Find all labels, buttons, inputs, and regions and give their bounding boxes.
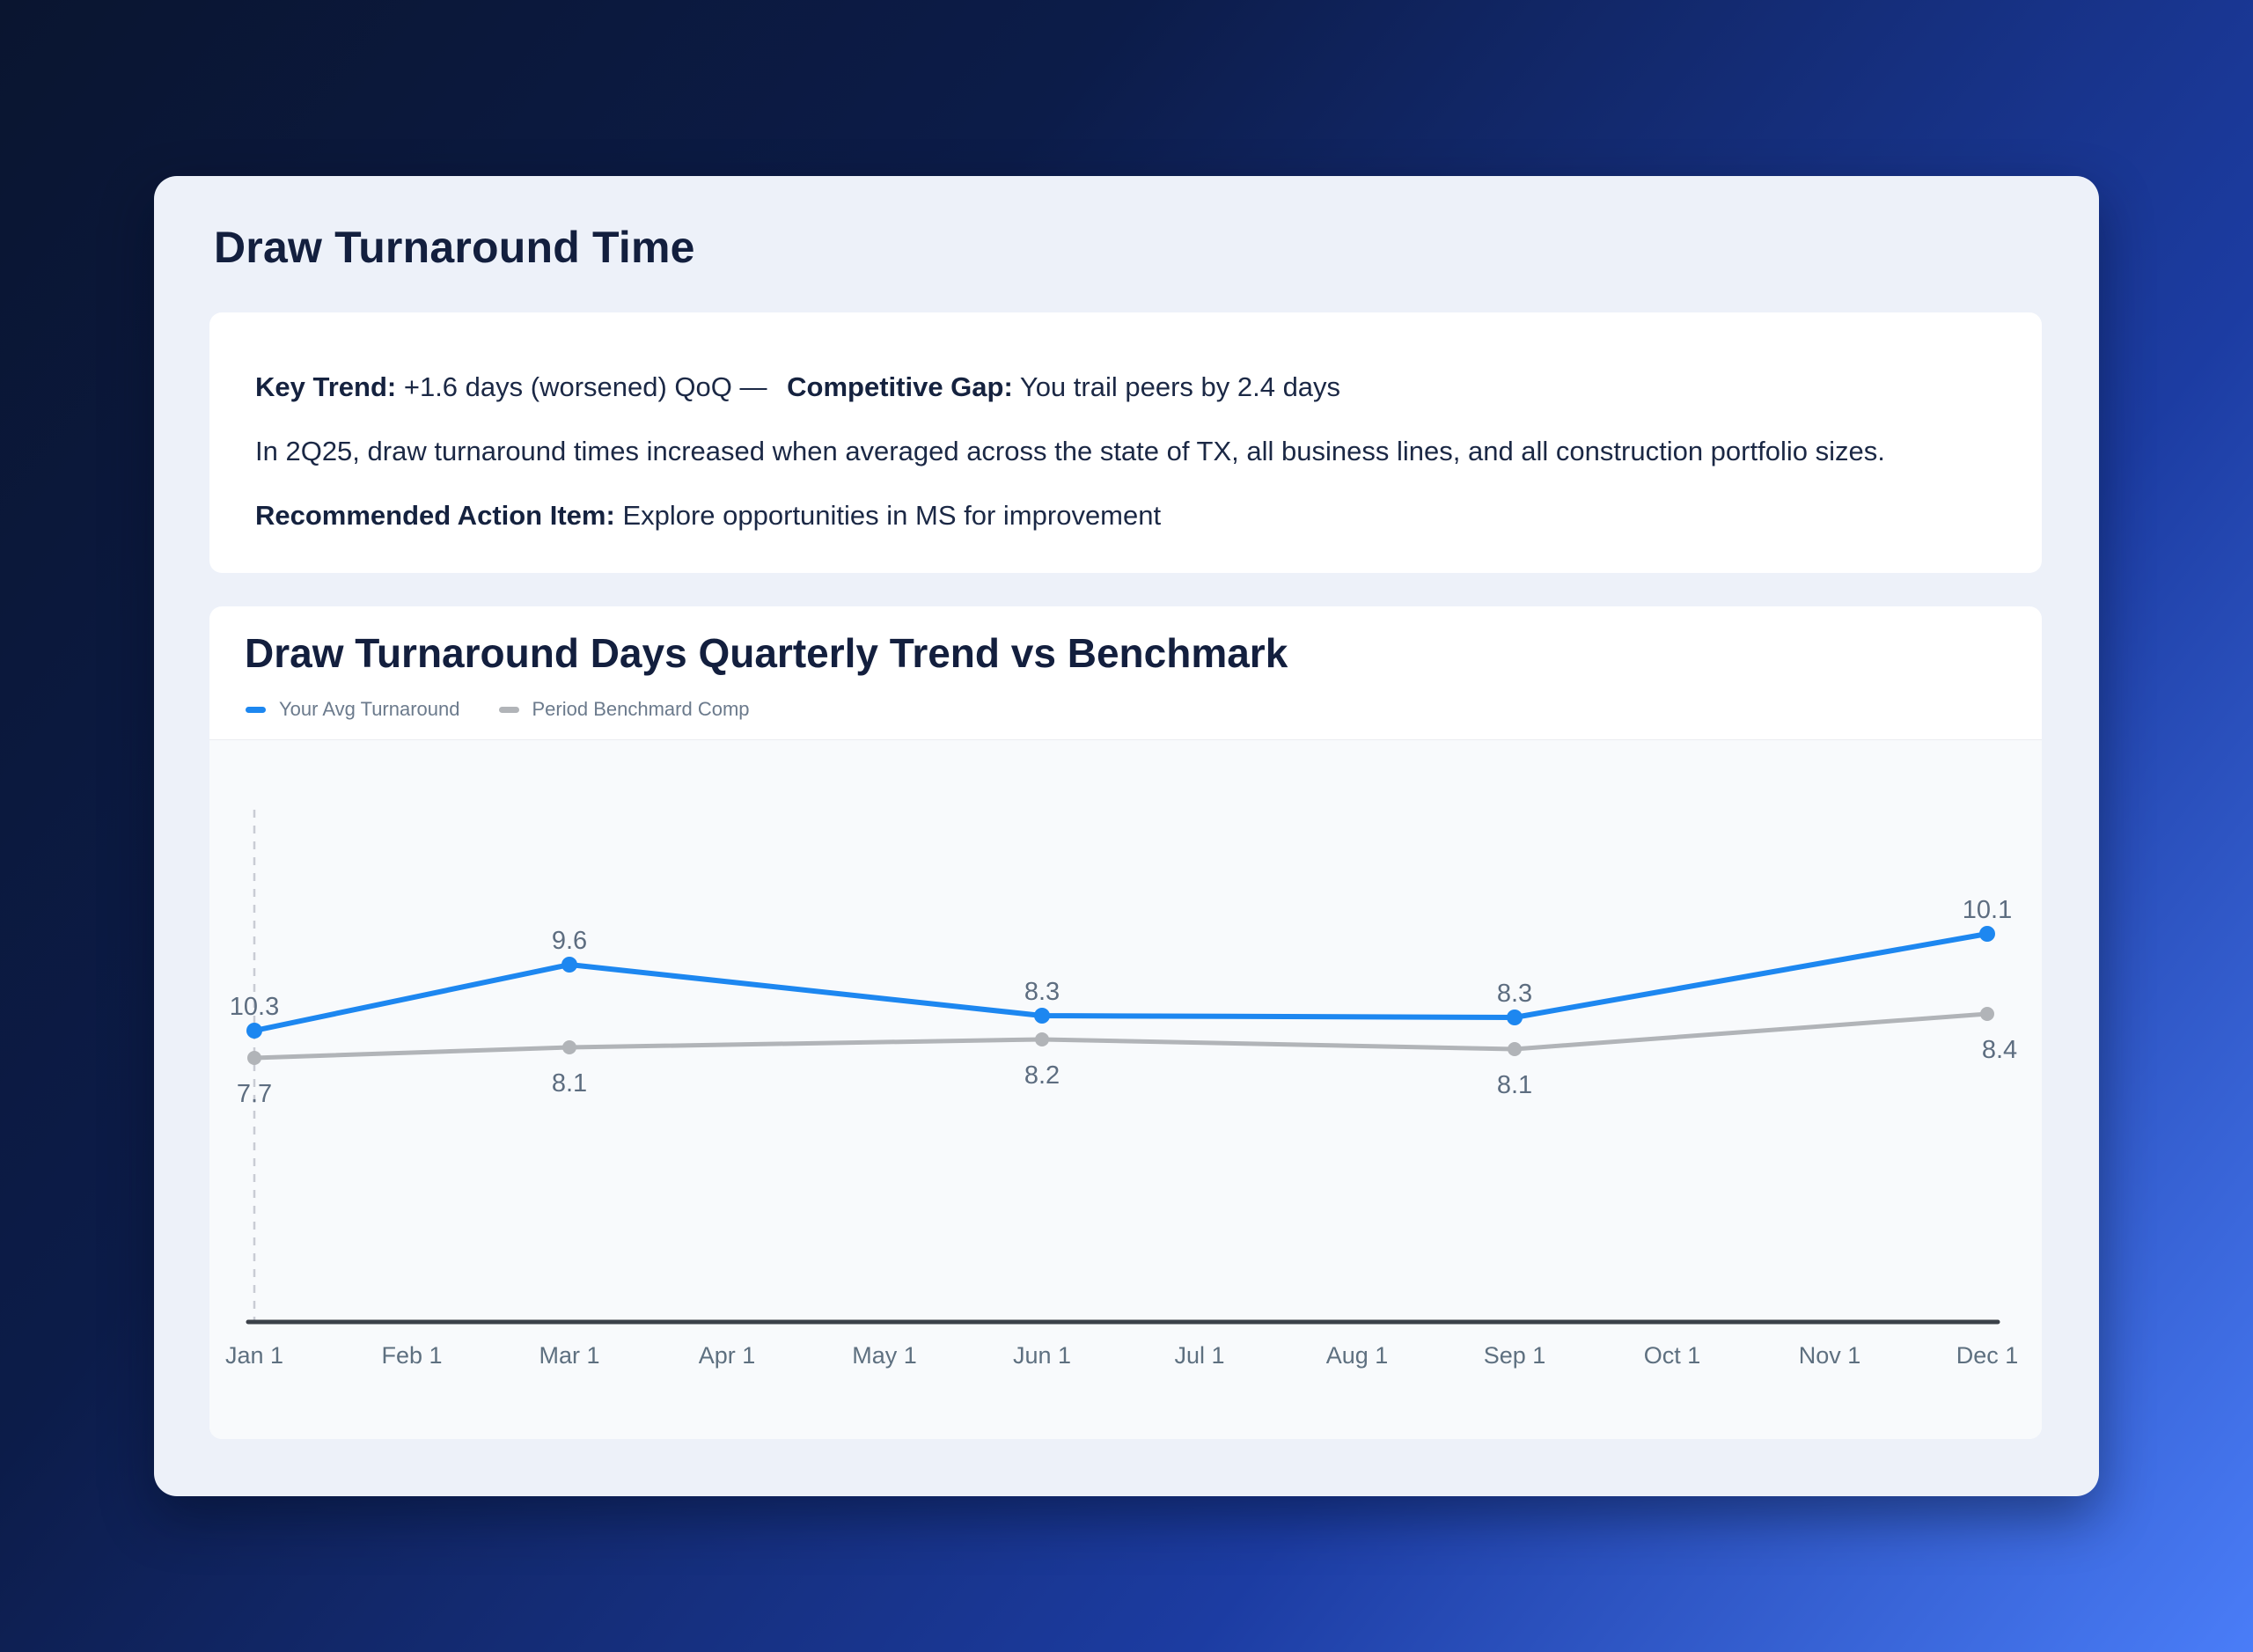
page-title: Draw Turnaround Time: [214, 223, 695, 272]
chart-title: Draw Turnaround Days Quarterly Trend vs …: [245, 630, 1288, 676]
data-point-label: 10.3: [230, 993, 279, 1021]
x-axis-tick-label: Sep 1: [1484, 1342, 1546, 1369]
key-trend-label: Key Trend:: [255, 371, 397, 402]
competitive-gap-label: Competitive Gap:: [787, 371, 1013, 402]
report-card: Draw Turnaround Time Key Trend: +1.6 day…: [154, 176, 2099, 1496]
key-trend-value: +1.6 days (worsened) QoQ —: [403, 371, 767, 402]
trend-chart-svg: 10.3 9.6 8.3 8.3 10.1 7.7 8.1 8.2 8.1 8.4 Jan 1 Feb…: [225, 810, 2019, 1369]
series-line-your-avg: [252, 931, 1990, 1033]
summary-panel: Key Trend: +1.6 days (worsened) QoQ — Co…: [209, 312, 2042, 573]
x-axis-tick-label: Mar 1: [539, 1342, 599, 1369]
legend-label-your-avg: Your Avg Turnaround: [279, 698, 460, 720]
data-point-your-avg[interactable]: [561, 957, 577, 973]
plot-area: 10.3 9.6 8.3 8.3 10.1 7.7 8.1 8.2 8.1 8.4 Jan 1 Feb…: [209, 740, 2042, 1439]
chart-legend: Your Avg Turnaround Period Benchmard Com…: [246, 698, 750, 721]
x-axis-tick-label: Jan 1: [225, 1342, 283, 1369]
data-point-label: 9.6: [552, 927, 587, 955]
data-point-benchmark[interactable]: [562, 1040, 576, 1054]
x-axis-tick-label: Feb 1: [381, 1342, 442, 1369]
x-axis-tick-label: Nov 1: [1799, 1342, 1861, 1369]
data-point-your-avg[interactable]: [1979, 926, 1995, 942]
legend-item-your-avg: Your Avg Turnaround: [246, 698, 460, 721]
data-point-benchmark[interactable]: [1035, 1032, 1049, 1046]
action-item-label: Recommended Action Item:: [255, 500, 615, 531]
data-point-label: 8.4: [1982, 1036, 2017, 1064]
data-point-your-avg[interactable]: [246, 1023, 262, 1039]
data-point-your-avg[interactable]: [1507, 1010, 1523, 1025]
data-point-label: 8.1: [1497, 1071, 1532, 1099]
data-point-label: 8.3: [1024, 978, 1060, 1006]
x-axis-tick-label: Oct 1: [1644, 1342, 1701, 1369]
series-line-benchmark: [252, 1011, 1990, 1061]
action-item-value: Explore opportunities in MS for improvem…: [622, 500, 1162, 531]
data-point-label: 10.1: [1963, 896, 2012, 924]
summary-action-line: Recommended Action Item: Explore opportu…: [255, 483, 1996, 547]
data-point-label: 8.3: [1497, 980, 1532, 1008]
data-point-label: 8.1: [552, 1069, 587, 1098]
x-axis-tick-label: Jul 1: [1174, 1342, 1224, 1369]
summary-key-trend-line: Key Trend: +1.6 days (worsened) QoQ — Co…: [255, 355, 1996, 419]
legend-swatch-your-avg: [246, 706, 266, 713]
legend-swatch-benchmark: [498, 706, 519, 713]
x-axis-tick-label: Dec 1: [1956, 1342, 2019, 1369]
x-axis-tick-label: Aug 1: [1326, 1342, 1389, 1369]
competitive-gap-value: You trail peers by 2.4 days: [1019, 371, 1341, 402]
legend-label-benchmark: Period Benchmard Comp: [532, 698, 750, 720]
data-point-benchmark[interactable]: [247, 1051, 261, 1065]
x-axis-tick-label: Jun 1: [1013, 1342, 1071, 1369]
data-point-label: 8.2: [1024, 1061, 1060, 1090]
x-axis-tick-label: May 1: [852, 1342, 917, 1369]
summary-body-line: In 2Q25, draw turnaround times increased…: [255, 436, 1885, 466]
data-point-label: 7.7: [237, 1080, 272, 1108]
chart-panel: Draw Turnaround Days Quarterly Trend vs …: [209, 606, 2042, 1439]
data-point-benchmark[interactable]: [1980, 1007, 1994, 1021]
legend-item-benchmark: Period Benchmard Comp: [498, 698, 750, 721]
data-point-your-avg[interactable]: [1034, 1008, 1050, 1024]
data-point-benchmark[interactable]: [1508, 1042, 1522, 1056]
x-axis-tick-label: Apr 1: [699, 1342, 756, 1369]
